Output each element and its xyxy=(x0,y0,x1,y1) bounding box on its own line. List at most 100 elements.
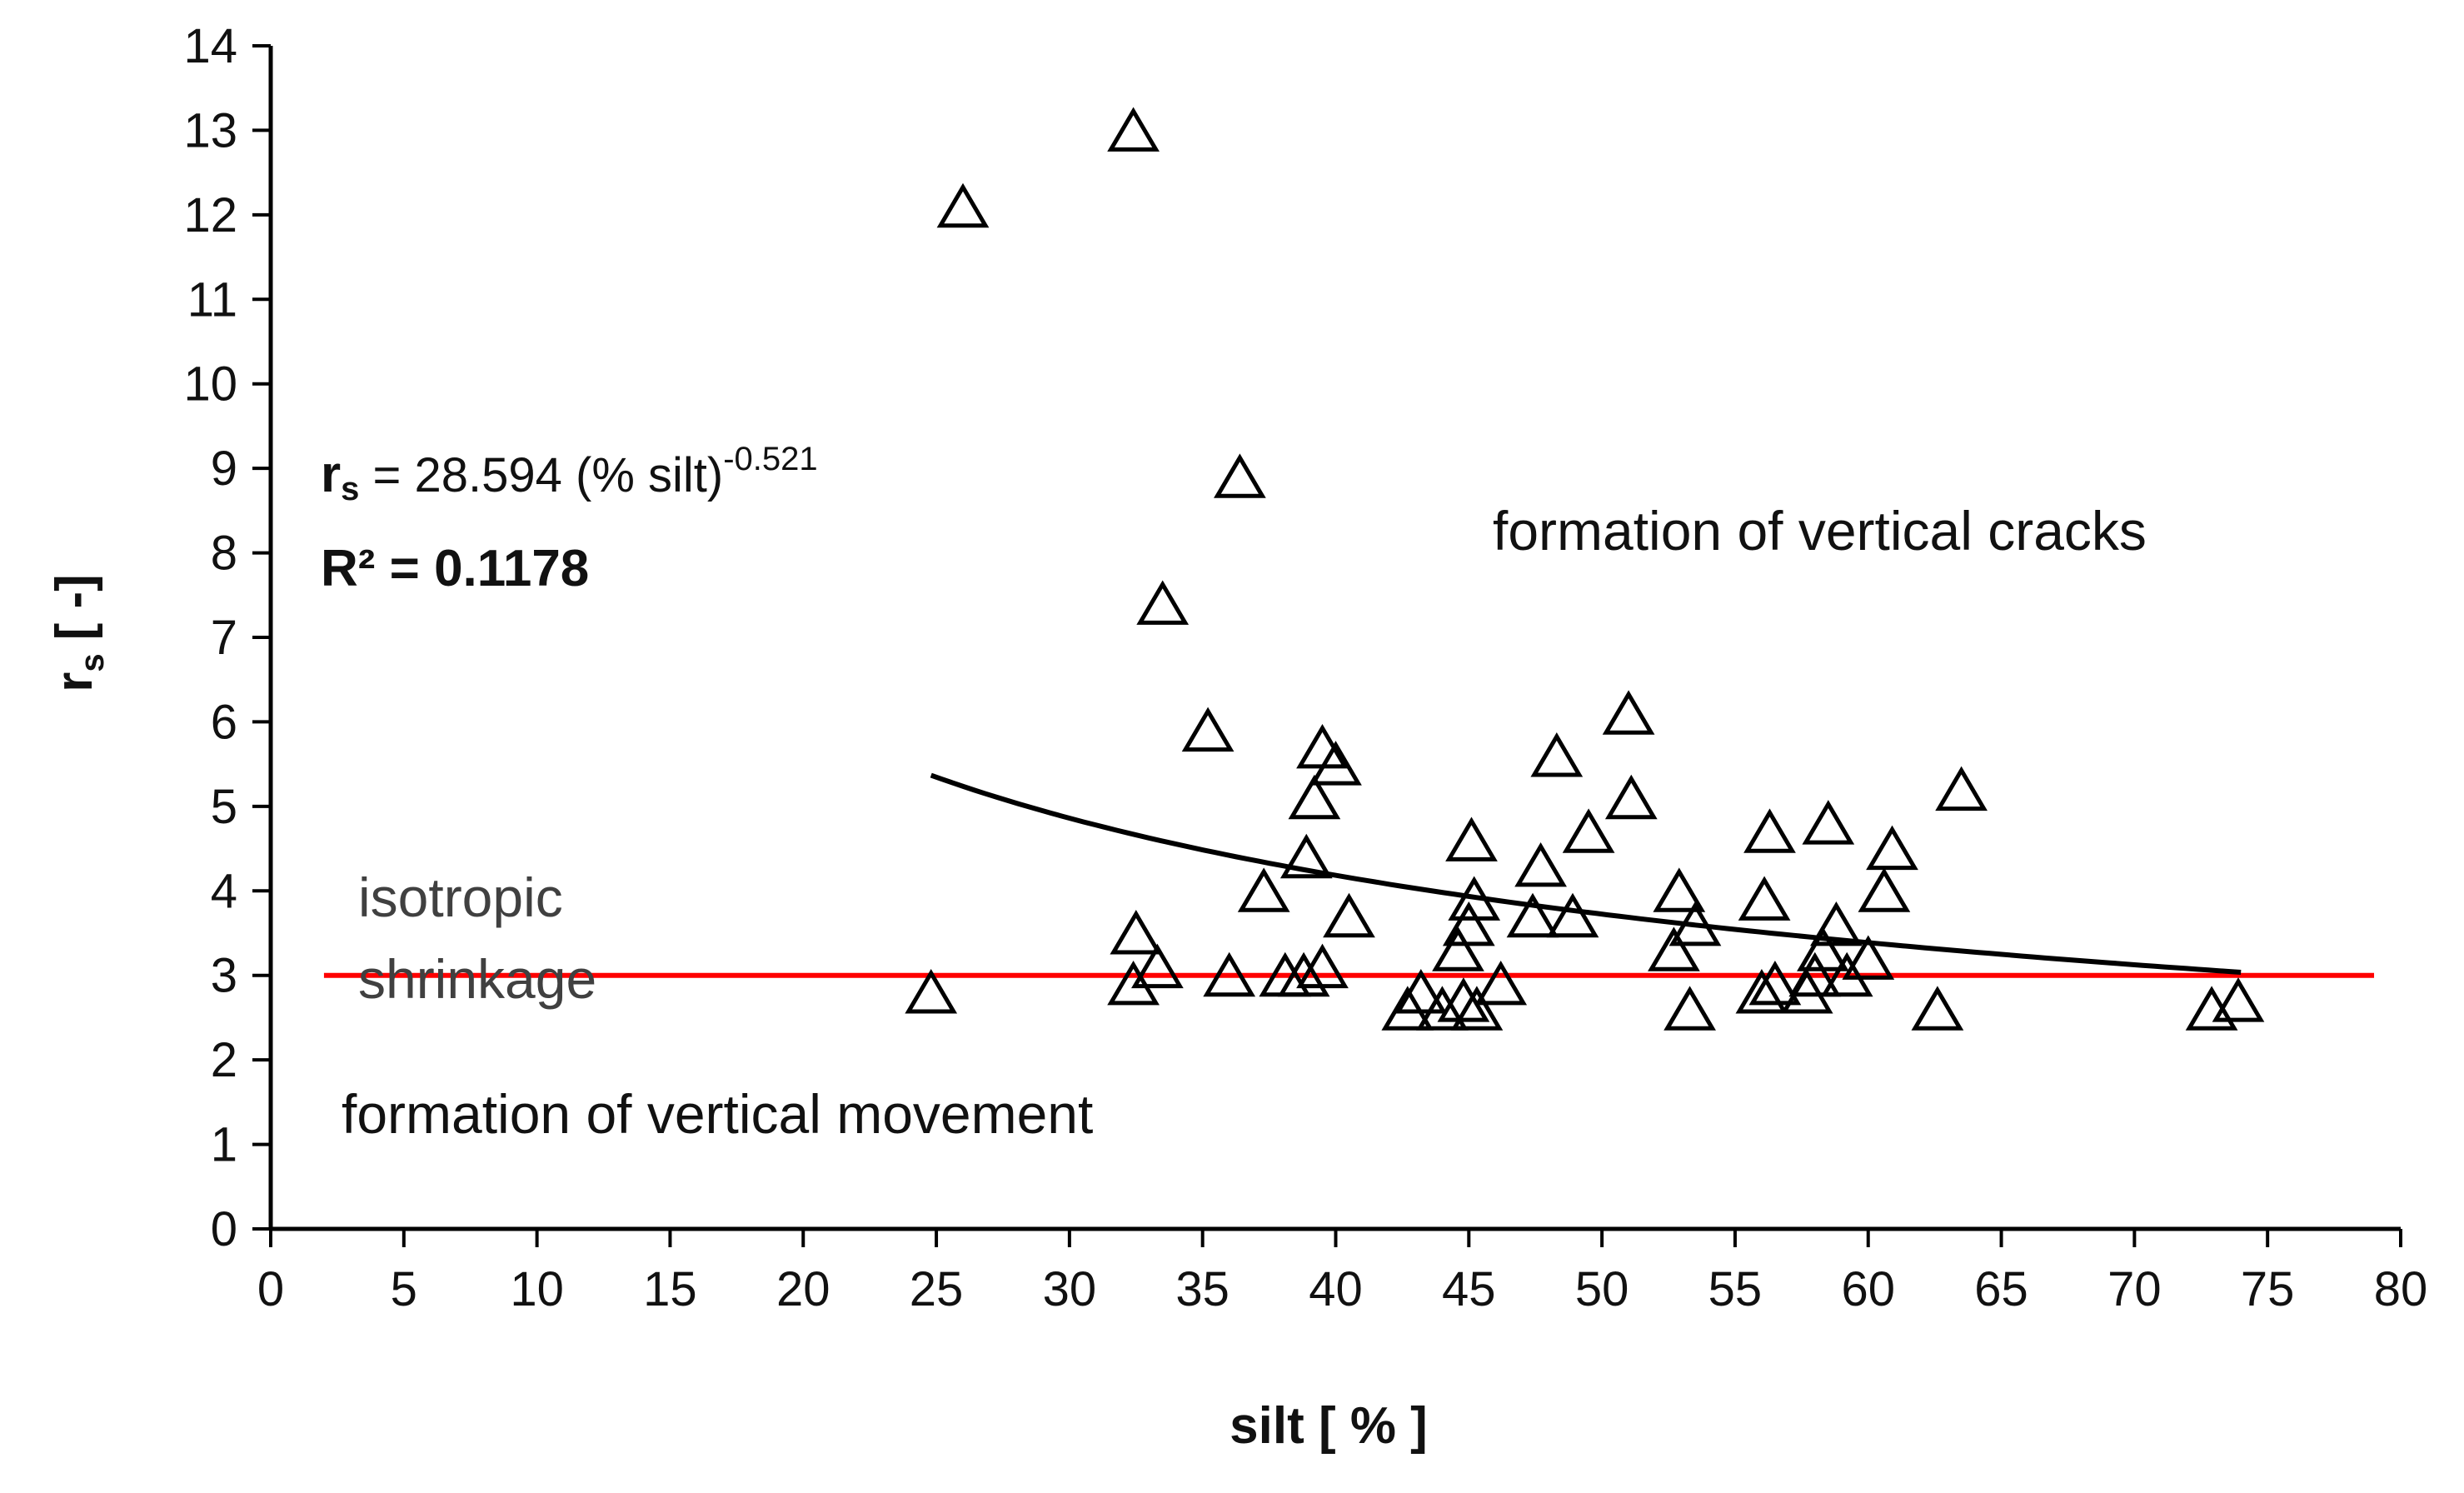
data-point-triangle xyxy=(1277,951,1330,997)
data-point-triangle xyxy=(1288,774,1341,820)
x-tick-label: 15 xyxy=(643,1262,697,1316)
data-point-triangle xyxy=(905,969,958,1014)
x-tick-label: 40 xyxy=(1309,1262,1363,1316)
vertical-movement-label: formation of vertical movement xyxy=(342,1083,1093,1145)
data-point-triangle xyxy=(1181,707,1234,752)
data-point-triangle xyxy=(1474,960,1528,1006)
y-tick-label: 2 xyxy=(211,1033,237,1087)
y-tick-label: 9 xyxy=(211,442,237,496)
data-point-triangle xyxy=(1214,453,1266,498)
x-tick-label: 50 xyxy=(1575,1262,1629,1316)
data-point-triangle xyxy=(1797,926,1849,971)
data-point-triangle xyxy=(1604,774,1658,820)
data-point-triangle xyxy=(1530,732,1584,777)
data-point-triangle xyxy=(1136,580,1190,625)
x-tick-label: 65 xyxy=(1974,1262,2028,1316)
y-tick-label: 4 xyxy=(211,864,237,918)
data-point-triangle xyxy=(1546,892,1599,938)
data-point-triangle xyxy=(1107,107,1160,152)
y-axis-title-sub: s xyxy=(74,653,111,672)
isotropic-label-line1: isotropic xyxy=(358,866,563,928)
y-tick-label: 5 xyxy=(211,780,237,834)
data-point-triangle xyxy=(1743,808,1796,853)
x-tick-label: 75 xyxy=(2241,1262,2295,1316)
x-tick-label: 10 xyxy=(510,1262,564,1316)
isotropic-label-line2: shrinkage xyxy=(358,948,596,1010)
data-point-triangle xyxy=(1448,876,1501,921)
data-point-triangle xyxy=(1668,901,1722,946)
data-point-triangle xyxy=(1935,766,1988,811)
data-point-triangle xyxy=(1110,910,1163,955)
y-tick-label: 8 xyxy=(211,527,237,581)
y-tick-label: 14 xyxy=(183,19,237,73)
equation-r: r xyxy=(321,446,341,503)
data-point-triangle xyxy=(1442,901,1495,946)
data-point-triangle xyxy=(1602,690,1655,735)
x-tick-label: 0 xyxy=(257,1262,284,1316)
y-tick-label: 3 xyxy=(211,949,237,1003)
data-point-triangle xyxy=(1432,926,1484,971)
axes xyxy=(268,46,2401,1231)
data-point-triangle xyxy=(1450,986,1504,1031)
data-point-triangle xyxy=(1562,808,1615,853)
data-point-triangle xyxy=(1858,867,1911,912)
data-point-triangle xyxy=(1810,901,1863,946)
data-point-triangle xyxy=(1648,926,1700,971)
x-axis-title: silt [ % ] xyxy=(1230,1397,1428,1455)
y-axis-title: rs [ -] xyxy=(46,574,111,692)
equation-r-sub: s xyxy=(341,471,359,507)
data-point-triangle xyxy=(1309,741,1362,786)
data-point-triangle xyxy=(1788,951,1842,997)
data-point-triangle xyxy=(1738,876,1791,921)
vertical-cracks-label: formation of vertical cracks xyxy=(1493,500,2147,562)
y-tick-label: 13 xyxy=(183,103,237,157)
x-tick-label: 25 xyxy=(910,1262,964,1316)
x-tick-label: 55 xyxy=(1708,1262,1763,1316)
data-point-triangle xyxy=(1506,892,1559,938)
data-point-triangle xyxy=(1735,969,1788,1014)
y-tick-label: 11 xyxy=(187,272,237,327)
data-point-triangle xyxy=(936,182,990,228)
x-tick-label: 60 xyxy=(1841,1262,1895,1316)
data-point-triangle xyxy=(1107,960,1160,1006)
data-point-triangle xyxy=(1437,977,1490,1022)
data-point-triangle xyxy=(1381,986,1434,1031)
equation-body: = 28.594 (% silt) xyxy=(359,448,723,502)
data-point-triangle xyxy=(1514,841,1567,887)
data-point-triangle xyxy=(2212,977,2265,1022)
data-point-triangle xyxy=(2185,986,2238,1031)
x-tick-label: 5 xyxy=(391,1262,417,1316)
power-trendline xyxy=(930,772,2242,975)
data-point-triangle xyxy=(1911,986,1964,1031)
y-axis-title-unit: [ -] xyxy=(46,574,103,640)
x-tick-label: 35 xyxy=(1175,1262,1230,1316)
data-point-triangle xyxy=(1279,833,1333,879)
data-point-triangle xyxy=(1842,935,1895,980)
data-point-triangle xyxy=(1445,816,1498,861)
data-point-triangle xyxy=(1394,969,1448,1014)
x-tick-label: 20 xyxy=(776,1262,830,1316)
data-point-triangle xyxy=(1820,951,1873,997)
y-tick-label: 1 xyxy=(211,1118,237,1172)
data-points xyxy=(905,107,2265,1031)
data-point-triangle xyxy=(1203,951,1256,997)
data-point-triangle xyxy=(1653,867,1706,912)
y-tick-label: 7 xyxy=(211,611,237,665)
y-axis-title-main: r xyxy=(46,672,103,692)
x-tick-label: 45 xyxy=(1442,1262,1496,1316)
r-squared-label: R² = 0.1178 xyxy=(321,540,589,597)
data-point-triangle xyxy=(1802,800,1855,845)
data-point-triangle xyxy=(1748,960,1802,1006)
data-point-triangle xyxy=(1131,943,1184,989)
data-point-triangle xyxy=(1323,892,1375,938)
data-point-triangle xyxy=(1416,986,1469,1031)
y-tick-label: 6 xyxy=(211,695,237,749)
trendline-equation: rs = 28.594 (% silt)-0.521 xyxy=(321,441,818,507)
x-tick-label: 70 xyxy=(2107,1262,2162,1316)
y-tick-label: 10 xyxy=(183,357,237,412)
data-point-triangle xyxy=(1866,825,1918,871)
data-point-triangle xyxy=(1296,943,1349,989)
